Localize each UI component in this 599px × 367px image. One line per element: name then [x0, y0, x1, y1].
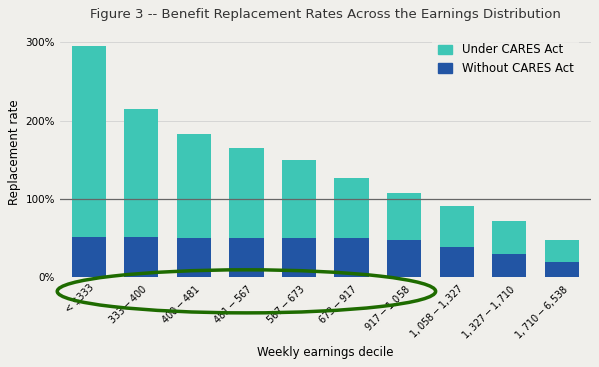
Bar [440, 247, 474, 277]
Bar [387, 193, 421, 240]
Title: Figure 3 -- Benefit Replacement Rates Across the Earnings Distribution: Figure 3 -- Benefit Replacement Rates Ac… [90, 8, 561, 21]
Bar [177, 238, 211, 277]
Bar [177, 134, 211, 238]
Bar [282, 238, 316, 277]
Bar [72, 236, 106, 277]
Bar [282, 160, 316, 238]
Y-axis label: Replacement rate: Replacement rate [8, 99, 22, 205]
Bar [124, 236, 158, 277]
Bar [334, 178, 368, 238]
Bar [124, 109, 158, 236]
Bar [544, 262, 579, 277]
Bar [72, 46, 106, 236]
X-axis label: Weekly earnings decile: Weekly earnings decile [257, 346, 394, 359]
Bar [387, 240, 421, 277]
Bar [229, 148, 264, 238]
Bar [334, 238, 368, 277]
Bar [440, 206, 474, 247]
Bar [229, 238, 264, 277]
Bar [492, 221, 527, 254]
Legend: Under CARES Act, Without CARES Act: Under CARES Act, Without CARES Act [432, 37, 579, 81]
Bar [492, 254, 527, 277]
Bar [544, 240, 579, 262]
